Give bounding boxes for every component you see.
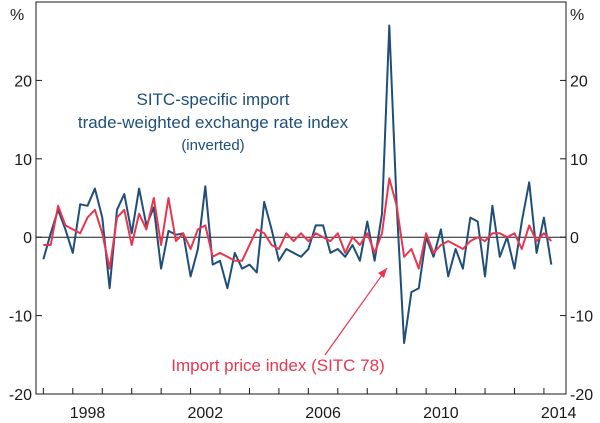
y-tick-label-right: 0	[570, 230, 579, 247]
plot-frame	[35, 1, 567, 395]
x-tick-label: 2002	[188, 405, 224, 422]
series-layer	[42, 24, 553, 344]
x-tick-label: 1998	[70, 405, 106, 422]
x-tick-label: 2010	[423, 405, 459, 422]
y-tick-label-right: -20	[570, 387, 593, 404]
x-tick-label: 2006	[305, 405, 341, 422]
y-tick-label-left: 10	[14, 152, 32, 169]
annotation-tw-line2: trade-weighted exchange rate index	[78, 113, 349, 132]
annotation-arrow	[324, 267, 388, 356]
y-tick-label-right: 20	[570, 73, 588, 90]
y-tick-label-left: -20	[9, 387, 32, 404]
right-unit-label: %	[570, 7, 584, 24]
series-line-import-price	[43, 177, 553, 270]
annotation-tw-line1: SITC-specific import	[136, 90, 289, 109]
y-tick-label-left: 20	[14, 73, 32, 90]
left-unit-label: %	[10, 7, 24, 24]
series-line-trade-weighted	[42, 24, 553, 344]
annotation-tw-line3: (inverted)	[181, 137, 244, 154]
y-tick-label-right: 10	[570, 152, 588, 169]
annotation-import-price: Import price index (SITC 78)	[171, 356, 385, 375]
y-tick-label-left: -10	[9, 309, 32, 326]
x-tick-label: 2014	[541, 405, 577, 422]
frame-layer	[35, 1, 567, 395]
y-tick-label-right: -10	[570, 309, 593, 326]
y-tick-label-left: 0	[23, 230, 32, 247]
